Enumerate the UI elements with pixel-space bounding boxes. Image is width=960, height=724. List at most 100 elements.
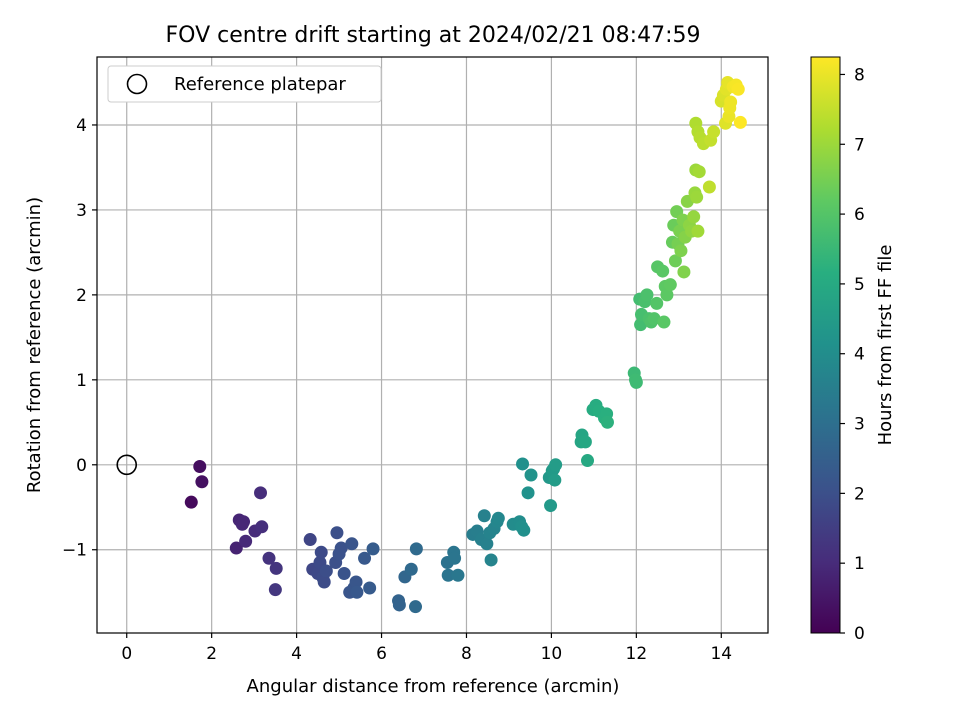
- x-tick-label: 4: [291, 644, 302, 664]
- colorbar-tick-label: 6: [854, 205, 865, 225]
- colorbar: 0 1 2 3 4 5 6 7 8 Hours from first FF file: [810, 56, 896, 644]
- scatter-point: [707, 125, 721, 139]
- colorbar-ticks: 0 1 2 3 4 5 6 7 8: [840, 65, 865, 644]
- scatter-point: [491, 511, 505, 525]
- legend-label: Reference platepar: [174, 74, 346, 95]
- x-axis-ticks: 0 2 4 6 8 10 12 14: [121, 633, 732, 664]
- scatter-point: [269, 561, 283, 575]
- scatter-point: [229, 541, 243, 555]
- scatter-point: [334, 541, 348, 555]
- scatter-point: [544, 499, 558, 513]
- y-tick-label: 1: [76, 371, 87, 391]
- colorbar-tick-label: 0: [854, 624, 865, 644]
- scatter-point: [731, 82, 745, 96]
- scatter-point: [409, 600, 423, 614]
- scatter-point: [404, 562, 418, 576]
- scatter-point: [303, 533, 317, 547]
- scatter-point: [392, 598, 406, 612]
- scatter-point: [314, 545, 328, 559]
- reference-marker-group: [116, 454, 138, 476]
- scatter-point: [448, 551, 462, 565]
- colorbar-tick-label: 4: [854, 345, 865, 365]
- scatter-point: [548, 473, 562, 487]
- chart-title: FOV centre drift starting at 2024/02/21 …: [166, 23, 701, 48]
- scatter-point: [350, 585, 364, 599]
- scatter-point: [663, 278, 677, 292]
- scatter-point: [349, 575, 363, 589]
- y-tick-label: 4: [76, 116, 87, 136]
- scatter-point: [674, 244, 688, 258]
- scatter-point: [640, 288, 654, 302]
- plot-frame: [96, 56, 769, 634]
- scatter-point: [517, 523, 531, 537]
- colorbar-tick-label: 5: [854, 275, 865, 295]
- scatter-point: [629, 375, 643, 389]
- scatter-point: [255, 520, 269, 534]
- scatter-point: [239, 534, 253, 548]
- colorbar-tick-label: 3: [854, 415, 865, 435]
- scatter-point: [193, 459, 207, 473]
- x-tick-label: 0: [121, 644, 132, 664]
- scatter-point: [657, 315, 671, 329]
- scatter-point: [317, 575, 331, 589]
- scatter-point: [668, 254, 682, 268]
- scatter-point: [480, 537, 494, 551]
- x-axis-label: Angular distance from reference (arcmin): [247, 676, 620, 697]
- scatter-point: [656, 264, 670, 278]
- scatter-point: [330, 526, 344, 540]
- scatter-point: [521, 486, 535, 500]
- scatter-point: [366, 542, 380, 556]
- scatter-point: [184, 495, 198, 509]
- x-tick-label: 8: [461, 644, 472, 664]
- y-tick-label: −1: [62, 541, 87, 561]
- scatter-point: [363, 581, 377, 595]
- scatter-point: [484, 553, 498, 567]
- y-axis-ticks: −1 0 1 2 3 4: [62, 116, 97, 561]
- scatter-point: [692, 165, 706, 179]
- y-axis-label: Rotation from reference (arcmin): [24, 197, 45, 493]
- colorbar-gradient: [810, 56, 841, 634]
- scatter-point: [691, 224, 705, 238]
- scatter-point: [690, 190, 704, 204]
- scatter-point: [451, 568, 465, 582]
- scatter-point: [268, 583, 282, 597]
- scatter-point: [358, 551, 372, 565]
- y-tick-label: 3: [76, 201, 87, 221]
- colorbar-label: Hours from first FF file: [875, 245, 896, 446]
- legend: Reference platepar: [107, 65, 382, 103]
- y-tick-label: 2: [76, 286, 87, 306]
- scatter-point: [254, 486, 268, 500]
- x-tick-label: 12: [626, 644, 648, 664]
- scatter-point: [262, 551, 276, 565]
- x-tick-label: 10: [541, 644, 563, 664]
- scatter-point: [237, 515, 251, 529]
- x-tick-label: 14: [710, 644, 732, 664]
- scatter-point: [702, 180, 716, 194]
- scatter-points: [184, 75, 747, 614]
- legend-box: [107, 65, 382, 103]
- legend-open-circle-marker: [126, 73, 148, 95]
- scatter-point: [578, 435, 592, 449]
- scatter-point: [650, 296, 664, 310]
- scatter-point: [524, 468, 538, 482]
- scatter-point: [687, 210, 701, 224]
- scatter-point: [441, 568, 455, 582]
- scatter-point: [195, 475, 209, 489]
- scatter-point: [337, 567, 351, 581]
- scatter-point: [516, 457, 530, 471]
- grid: [97, 57, 768, 633]
- x-tick-label: 2: [206, 644, 217, 664]
- scatter-point: [677, 265, 691, 279]
- y-tick-label: 0: [76, 456, 87, 476]
- scatter-point: [549, 458, 563, 472]
- scatter-point: [660, 288, 674, 302]
- reference-platepar-marker: [116, 454, 138, 476]
- colorbar-tick-label: 2: [854, 484, 865, 504]
- colorbar-tick-label: 8: [854, 65, 865, 85]
- x-tick-label: 6: [376, 644, 387, 664]
- scatter-point: [647, 312, 661, 326]
- scatter-point: [477, 509, 491, 523]
- scatter-point: [600, 415, 614, 429]
- scatter-point: [724, 95, 738, 109]
